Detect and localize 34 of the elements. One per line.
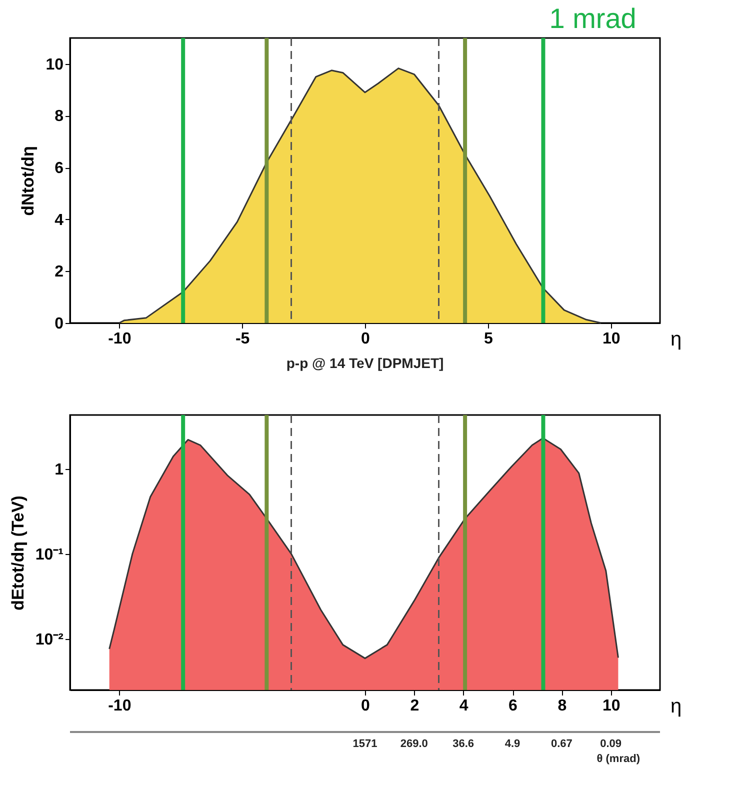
x-axis-title: η: [670, 696, 682, 718]
y-tick-label: 1: [54, 461, 64, 478]
text: 1571: [352, 738, 378, 750]
x-tick-label: -5: [235, 330, 250, 348]
y-tick-label: 2: [54, 264, 64, 281]
x-tick-label: -10: [108, 698, 132, 714]
y-axis-title: dEtot/dη (TeV): [8, 496, 28, 610]
x-tick-label: 0: [361, 698, 370, 714]
text: 0.67: [550, 738, 572, 750]
y-tick-label: 10⁻²: [35, 631, 64, 648]
x-tick-label: 0: [361, 330, 370, 348]
x-tick-label: 4: [459, 698, 468, 714]
x-tick-label: 8: [558, 698, 567, 714]
text: 4.9: [504, 738, 520, 750]
y-tick-label: 10⁻¹: [35, 546, 64, 564]
y-tick-label: 8: [54, 108, 64, 126]
text: p-p @ 14 TeV [DPMJET]: [286, 355, 444, 371]
y-tick-label: 4: [54, 212, 64, 229]
text: 36.6: [452, 738, 474, 750]
x-axis-title: η: [670, 328, 682, 350]
text: 269.0: [400, 738, 428, 750]
y-tick-label: 6: [54, 160, 64, 178]
y-tick-label: 10: [46, 56, 64, 74]
x-tick-label: 5: [484, 330, 493, 348]
x-tick-label: 10: [602, 330, 620, 348]
ref-line-label: 1 mrad: [549, 3, 636, 34]
x-tick-label: 10: [602, 698, 620, 714]
y-tick-label: 0: [54, 316, 64, 332]
x-tick-label: -10: [108, 330, 132, 348]
y-axis-title: dNtot/dη: [18, 146, 38, 216]
x-tick-label: 6: [508, 698, 518, 714]
x-tick-label: 2: [410, 698, 420, 714]
text: 0.09: [600, 738, 622, 750]
x2-axis-title: θ (mrad): [596, 753, 640, 765]
